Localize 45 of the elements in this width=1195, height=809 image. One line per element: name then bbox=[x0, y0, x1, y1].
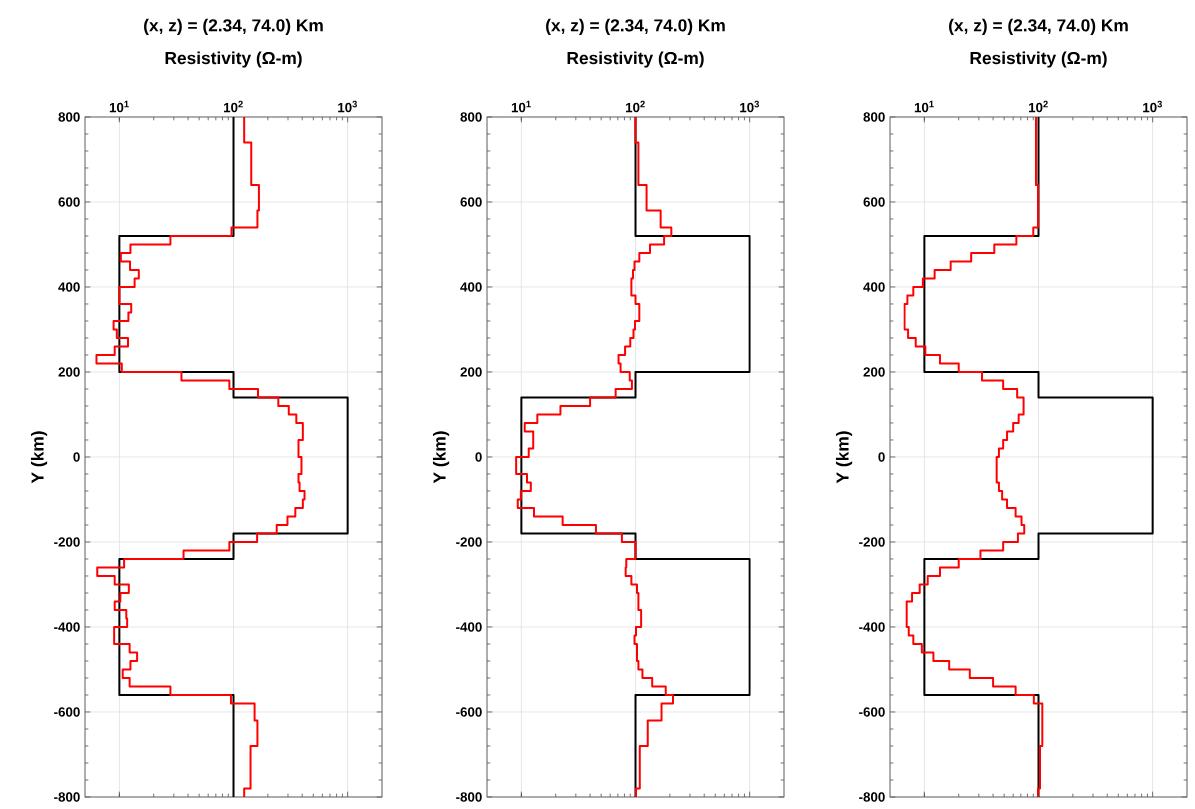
chart-title: (x, z) = (2.34, 74.0) Km bbox=[949, 18, 1128, 35]
y-axis-title: Y (km) bbox=[835, 431, 853, 484]
y-tick-label: 600 bbox=[863, 197, 885, 207]
y-tick-label: -400 bbox=[859, 622, 885, 632]
y-tick-label: 400 bbox=[863, 282, 885, 292]
x-axis-title: Resistivity (Ω-m) bbox=[567, 51, 704, 68]
y-tick-label: -200 bbox=[54, 537, 80, 547]
x-tick-label: 10$^{2}$ bbox=[626, 100, 645, 113]
x-tick-label: 10$^{1}$ bbox=[511, 100, 531, 113]
y-tick-label: 200 bbox=[460, 367, 482, 377]
y-tick-label: -800 bbox=[859, 792, 885, 802]
y-tick-label: 800 bbox=[863, 112, 885, 122]
x-axis-title: Resistivity (Ω-m) bbox=[165, 51, 302, 68]
x-tick-label: 10$^{3}$ bbox=[338, 100, 357, 113]
y-tick-label: 0 bbox=[73, 452, 80, 462]
y-tick-label: 0 bbox=[475, 452, 482, 462]
y-tick-label: -600 bbox=[456, 707, 482, 717]
y-axis-title: Y (km) bbox=[432, 431, 450, 484]
chart-title: (x, z) = (2.34, 74.0) Km bbox=[546, 18, 725, 35]
x-tick-label: 10$^{2}$ bbox=[1029, 100, 1048, 113]
y-tick-label: -200 bbox=[456, 537, 482, 547]
y-tick-label: -800 bbox=[54, 792, 80, 802]
y-axis-title: Y (km) bbox=[30, 431, 48, 484]
x-tick-label: 10$^{1}$ bbox=[914, 100, 934, 113]
y-tick-label: 200 bbox=[58, 367, 80, 377]
y-tick-label: -400 bbox=[54, 622, 80, 632]
y-tick-label: 800 bbox=[58, 112, 80, 122]
y-tick-label: -800 bbox=[456, 792, 482, 802]
x-tick-label: 10$^{2}$ bbox=[224, 100, 243, 113]
y-tick-label: -400 bbox=[456, 622, 482, 632]
y-tick-label: -200 bbox=[859, 537, 885, 547]
y-tick-label: 600 bbox=[58, 197, 80, 207]
x-tick-label: 10$^{3}$ bbox=[1143, 100, 1162, 113]
y-tick-label: -600 bbox=[54, 707, 80, 717]
x-axis-title: Resistivity (Ω-m) bbox=[970, 51, 1107, 68]
x-tick-label: 10$^{3}$ bbox=[740, 100, 759, 113]
y-tick-label: 0 bbox=[878, 452, 885, 462]
y-tick-label: 400 bbox=[460, 282, 482, 292]
x-tick-label: 10$^{1}$ bbox=[109, 100, 129, 113]
y-tick-label: 800 bbox=[460, 112, 482, 122]
chart-title: (x, z) = (2.34, 74.0) Km bbox=[144, 18, 323, 35]
y-tick-label: 600 bbox=[460, 197, 482, 207]
y-tick-label: 200 bbox=[863, 367, 885, 377]
y-tick-label: -600 bbox=[859, 707, 885, 717]
y-tick-label: 400 bbox=[58, 282, 80, 292]
